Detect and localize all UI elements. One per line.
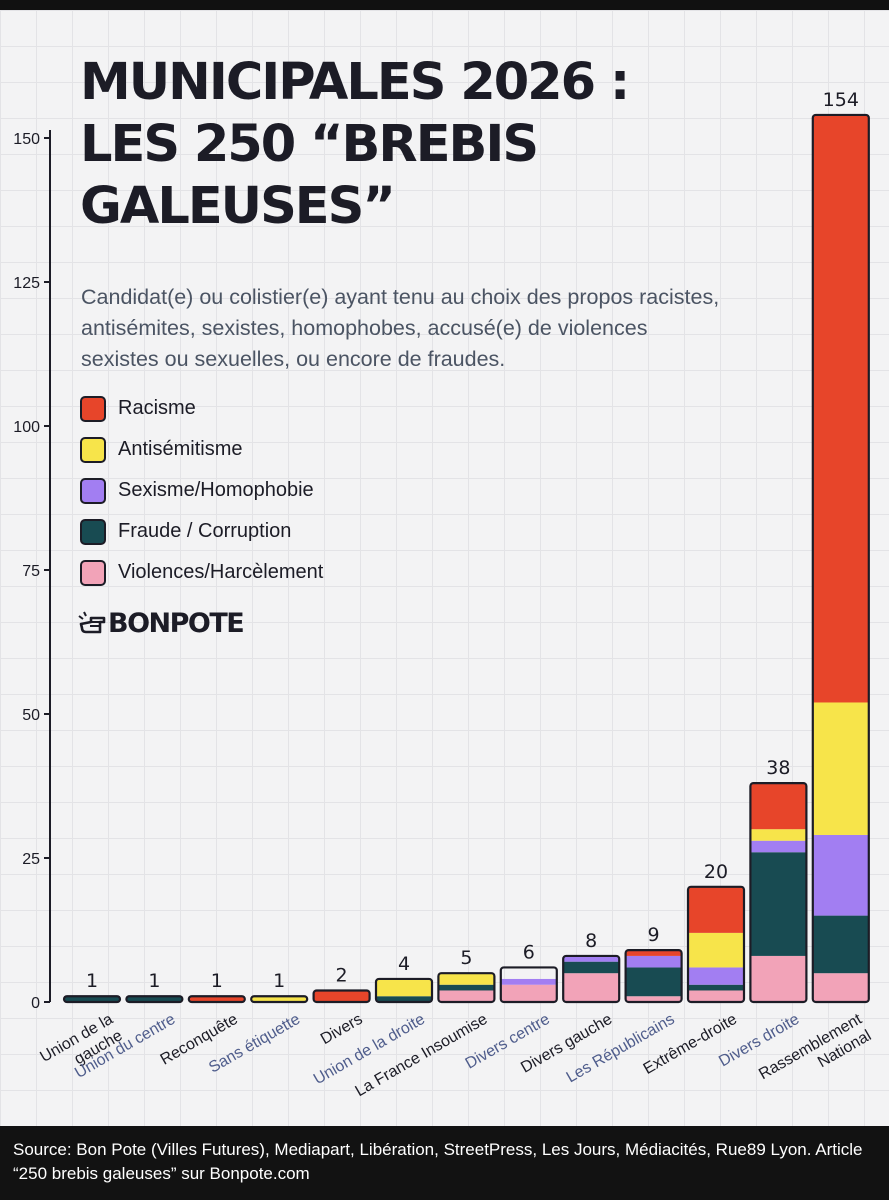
bar-segment [812, 915, 869, 974]
bar-total-label: 9 [648, 924, 660, 946]
bar-segment [688, 886, 744, 933]
bar-segment [625, 967, 682, 997]
bar-segment [750, 840, 807, 853]
legend-item: Antisémitisme [80, 429, 323, 470]
bar-total-label: 1 [211, 970, 223, 992]
bar-outline [312, 989, 371, 1004]
bar-segment [625, 950, 682, 956]
pointing-hand-icon [78, 611, 106, 633]
bar-outline [624, 949, 683, 1004]
legend-label: Antisémitisme [118, 438, 243, 460]
bar-segment [812, 114, 869, 703]
bar-segment [688, 984, 744, 991]
title-line-3: GALEUSES” [80, 177, 396, 236]
bar-segment [625, 996, 682, 1002]
bar-total-label: 8 [585, 930, 597, 952]
bar-segment [500, 984, 557, 1002]
legend-label: Sexisme/Homophobie [118, 479, 314, 501]
legend-swatch [80, 559, 106, 586]
y-tick-label: 25 [22, 851, 40, 868]
bar-total-label: 1 [273, 970, 285, 992]
legend: Racisme Antisémitisme Sexisme/Homophobie Fr… [80, 388, 323, 593]
bar-segment [750, 852, 807, 956]
bar-outline [686, 885, 746, 1004]
bar-total-label: 5 [460, 947, 472, 969]
logo-text: BONPOTE [108, 608, 245, 639]
chart-area: 0 25 50 75 100 125 150 1 Union de la gauche 1 Union… [0, 10, 889, 1126]
bar-segment [313, 990, 370, 1002]
x-tick-label: Divers [318, 1011, 366, 1048]
bar-total-label: 154 [823, 89, 859, 111]
x-tick-label-line: Divers [318, 1011, 366, 1048]
bar-segment [688, 932, 744, 968]
source-text: Source: Bon Pote (Villes Futures), Media… [13, 1140, 863, 1183]
bar-outline [187, 995, 246, 1004]
x-tick-label: Les Républicains [564, 1011, 678, 1087]
legend-item: Fraude / Corruption [80, 511, 323, 552]
bar-segment [750, 783, 807, 830]
legend-swatch [80, 477, 106, 504]
bar-segment [500, 978, 557, 985]
bar-total-label: 2 [336, 964, 348, 986]
bar-segment [438, 990, 495, 1002]
bar-segment [812, 973, 869, 1002]
legend-item: Sexisme/Homophobie [80, 470, 323, 511]
y-tick-label: 150 [13, 131, 40, 148]
bar-outline [749, 782, 808, 1004]
bar-outline [62, 995, 122, 1004]
bar-segment [251, 996, 308, 1002]
bar-segment [64, 996, 120, 1002]
y-tick-label: 125 [13, 275, 40, 292]
bar-segment [438, 973, 495, 985]
bar-total-label: 4 [398, 953, 410, 975]
bar-segment [188, 996, 245, 1002]
bar-segment [563, 955, 620, 962]
bar-outline [562, 954, 621, 1004]
bar-outline [499, 966, 558, 1004]
bar-segment [625, 955, 682, 968]
bar-total-label: 38 [766, 757, 790, 779]
bar-outline [250, 995, 309, 1004]
bar-total-label: 6 [523, 941, 535, 963]
bar-segment [376, 996, 432, 1002]
x-tick-label-line: Les Républicains [564, 1011, 678, 1087]
bar-segment [438, 984, 495, 991]
legend-label: Racisme [118, 397, 196, 419]
bar-segment [688, 967, 744, 985]
legend-swatch [80, 436, 106, 463]
legend-item: Racisme [80, 388, 323, 429]
bar-outline [437, 972, 496, 1004]
bar-segment [563, 961, 620, 974]
legend-swatch [80, 395, 106, 422]
chart-title: MUNICIPALES 2026 : LES 250 “BREBIS GALEU… [80, 52, 760, 238]
legend-label: Violences/Harcèlement [118, 561, 324, 583]
bar-total-label: 1 [148, 970, 160, 992]
bar-segment [688, 990, 744, 1002]
bar-segment [812, 702, 869, 835]
y-tick-label: 100 [13, 419, 40, 436]
bar-outline [811, 113, 870, 1004]
bar-total-label: 20 [704, 861, 728, 883]
bar-outline [125, 995, 184, 1004]
chart-subtitle: Candidat(e) ou colistier(e) ayant tenu a… [81, 285, 720, 371]
bar-segment [750, 829, 807, 841]
y-tick-label: 50 [22, 707, 40, 724]
y-tick-label: 0 [31, 995, 40, 1012]
bar-segment [812, 834, 869, 916]
bar-segment [750, 955, 807, 1002]
y-tick-label: 75 [22, 563, 40, 580]
title-line-2: LES 250 “BREBIS [80, 115, 539, 174]
bonpote-logo: BONPOTE [78, 608, 245, 639]
legend-swatch [80, 518, 106, 545]
legend-label: Fraude / Corruption [118, 520, 292, 542]
bar-segment [376, 978, 432, 997]
bar-segment [563, 973, 620, 1002]
title-line-1: MUNICIPALES 2026 : [80, 53, 630, 112]
bar-outline [374, 977, 434, 1004]
bar-total-label: 1 [86, 970, 98, 992]
bar-segment [126, 996, 183, 1002]
source-footer: Source: Bon Pote (Villes Futures), Media… [0, 1126, 889, 1200]
legend-item: Violences/Harcèlement [80, 552, 323, 593]
